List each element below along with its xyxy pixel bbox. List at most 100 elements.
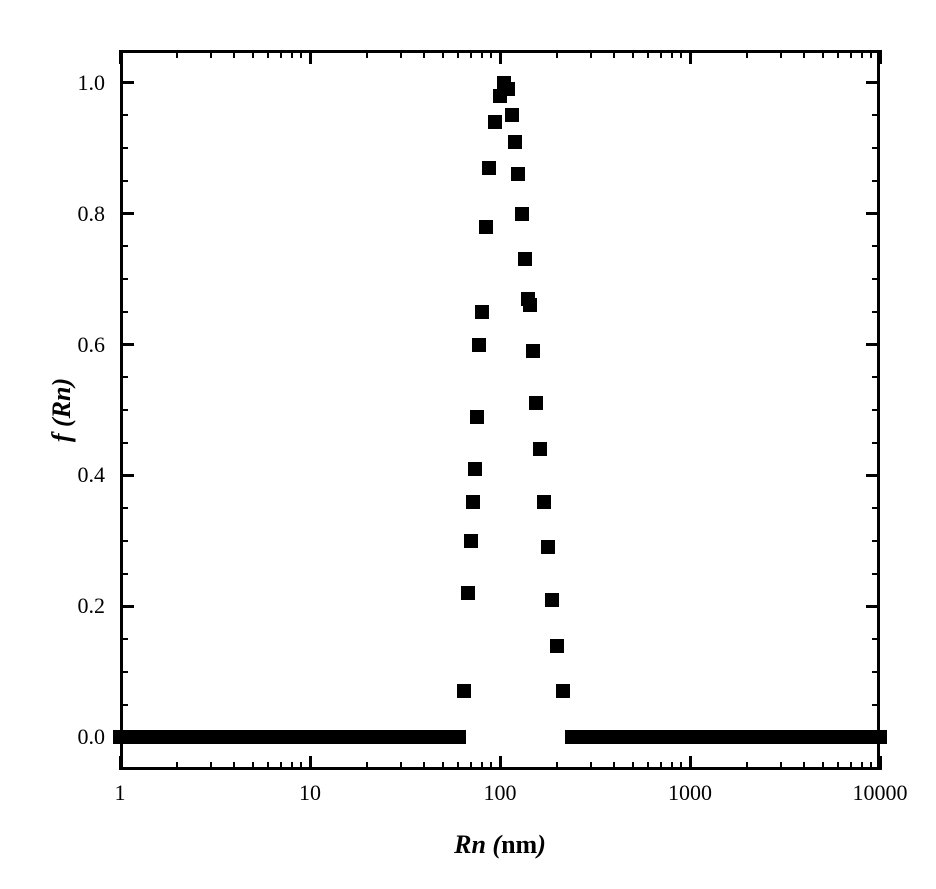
y-tick-label: 1.0: [78, 70, 106, 96]
x-tick-minor: [233, 762, 235, 770]
y-tick-minor: [120, 376, 128, 378]
data-point: [556, 684, 570, 698]
x-tick-minor: [556, 50, 558, 58]
x-tick-minor: [680, 762, 682, 770]
x-tick-label: 1000: [668, 780, 712, 806]
data-point: [461, 586, 475, 600]
data-point: [457, 684, 471, 698]
y-tick-minor: [120, 573, 128, 575]
x-tick-minor: [780, 50, 782, 58]
y-tick-minor: [872, 507, 880, 509]
x-tick-minor: [366, 762, 368, 770]
y-tick-minor: [872, 245, 880, 247]
x-tick-minor: [490, 50, 492, 58]
data-point: [518, 252, 532, 266]
y-tick-minor: [872, 573, 880, 575]
y-tick-major: [120, 212, 134, 215]
x-tick-label: 1: [115, 780, 126, 806]
x-tick-label: 10: [299, 780, 321, 806]
x-tick-minor: [481, 762, 483, 770]
x-tick-minor: [671, 762, 673, 770]
x-tick-minor: [280, 50, 282, 58]
x-tick-minor: [490, 762, 492, 770]
data-point: [488, 115, 502, 129]
x-axis-label: Rn (nm): [454, 830, 546, 860]
x-tick-minor: [366, 50, 368, 58]
data-point: [523, 298, 537, 312]
x-tick-minor: [660, 762, 662, 770]
data-point: [479, 220, 493, 234]
x-tick-minor: [210, 50, 212, 58]
x-tick-minor: [400, 762, 402, 770]
y-tick-minor: [872, 704, 880, 706]
y-tick-major: [866, 474, 880, 477]
y-tick-minor: [120, 704, 128, 706]
x-tick-minor: [671, 50, 673, 58]
x-tick-minor: [556, 762, 558, 770]
x-tick-major: [689, 50, 692, 64]
data-point: [475, 305, 489, 319]
x-tick-minor: [837, 762, 839, 770]
data-point: [452, 730, 466, 744]
x-tick-minor: [632, 50, 634, 58]
x-tick-major: [689, 756, 692, 770]
y-tick-minor: [872, 376, 880, 378]
x-tick-minor: [850, 762, 852, 770]
x-tick-minor: [176, 762, 178, 770]
y-tick-minor: [872, 409, 880, 411]
x-tick-minor: [457, 762, 459, 770]
x-tick-minor: [470, 50, 472, 58]
y-tick-minor: [872, 638, 880, 640]
data-point: [515, 207, 529, 221]
x-tick-minor: [267, 762, 269, 770]
data-point: [545, 593, 559, 607]
x-tick-minor: [590, 762, 592, 770]
x-tick-minor: [481, 50, 483, 58]
data-point: [468, 462, 482, 476]
x-tick-minor: [291, 50, 293, 58]
x-tick-minor: [861, 762, 863, 770]
y-tick-minor: [120, 671, 128, 673]
y-tick-major: [866, 212, 880, 215]
x-tick-minor: [870, 50, 872, 58]
y-tick-minor: [872, 540, 880, 542]
data-point: [464, 534, 478, 548]
x-tick-minor: [210, 762, 212, 770]
x-tick-label: 100: [484, 780, 517, 806]
y-tick-label: 0.2: [78, 593, 106, 619]
data-point: [511, 167, 525, 181]
y-tick-minor: [872, 311, 880, 313]
x-tick-major: [119, 756, 122, 770]
x-tick-major: [119, 50, 122, 64]
x-tick-major: [309, 756, 312, 770]
x-tick-label: 10000: [853, 780, 908, 806]
x-tick-major: [499, 50, 502, 64]
y-tick-minor: [120, 311, 128, 313]
data-point: [466, 495, 480, 509]
x-tick-minor: [746, 50, 748, 58]
y-tick-minor: [120, 180, 128, 182]
x-tick-minor: [470, 762, 472, 770]
x-tick-minor: [613, 762, 615, 770]
y-tick-minor: [872, 278, 880, 280]
x-tick-minor: [423, 50, 425, 58]
scatter-chart: 0.00.20.40.60.81.0110100100010000: [120, 50, 880, 770]
data-point: [550, 639, 564, 653]
x-tick-minor: [870, 762, 872, 770]
y-tick-label: 0.6: [78, 332, 106, 358]
data-point: [505, 108, 519, 122]
x-tick-minor: [632, 762, 634, 770]
x-tick-minor: [850, 50, 852, 58]
data-point: [533, 442, 547, 456]
data-point: [472, 338, 486, 352]
x-tick-minor: [280, 762, 282, 770]
data-point: [541, 540, 555, 554]
y-tick-major: [120, 81, 134, 84]
y-tick-major: [866, 343, 880, 346]
x-tick-minor: [822, 762, 824, 770]
y-tick-minor: [872, 671, 880, 673]
x-tick-minor: [647, 50, 649, 58]
y-tick-minor: [872, 442, 880, 444]
y-tick-major: [120, 605, 134, 608]
y-tick-minor: [120, 540, 128, 542]
